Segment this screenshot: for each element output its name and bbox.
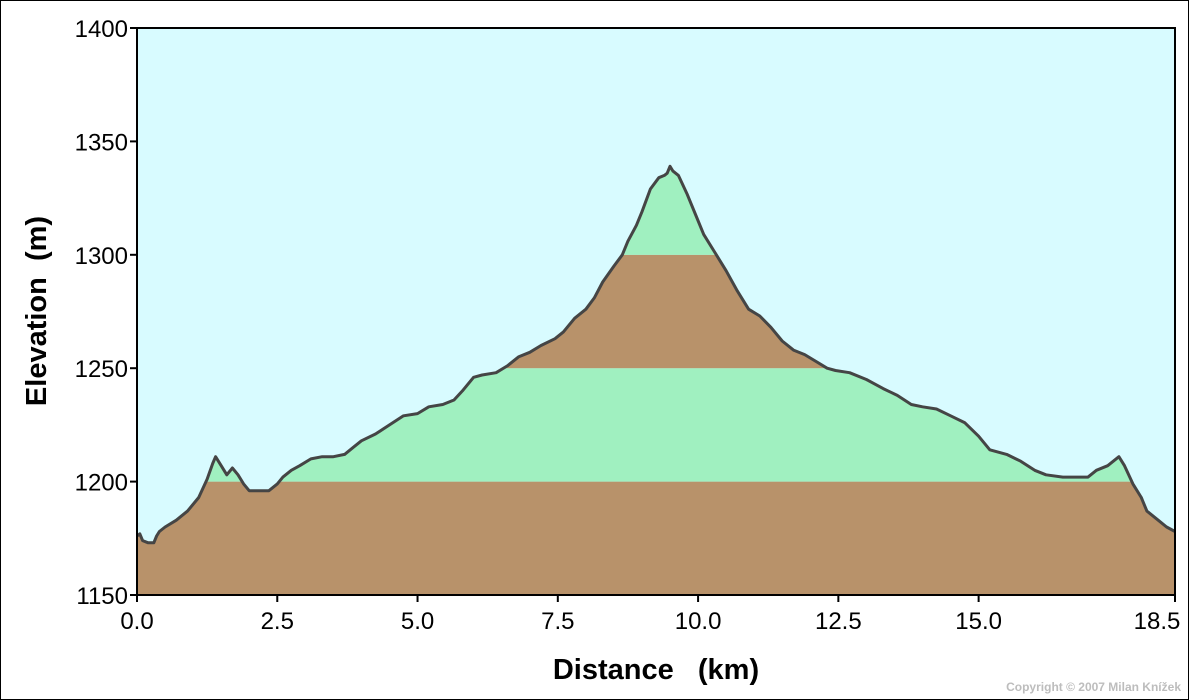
y-tick-label: 1400 [75, 16, 128, 43]
elevation-profile-line [136, 164, 1176, 545]
copyright-notice: Copyright © 2007 Milan Knížek [1006, 680, 1181, 694]
y-axis-title: Elevation (m) [21, 216, 53, 406]
x-tick-label: 0.0 [120, 608, 153, 635]
x-tick-label: 12.5 [815, 608, 862, 635]
elevation-band [137, 481, 1175, 595]
x-tick-label: 2.5 [261, 608, 294, 635]
y-tick-label: 1250 [75, 356, 128, 383]
x-axis-title: Distance (km) [553, 654, 759, 686]
y-tick-label: 1300 [75, 243, 128, 270]
x-axis-ticks: 0.0 2.5 5.0 7.5 10.0 12.5 15.0 18.5 [120, 595, 1180, 635]
y-axis-ticks: 1150 1200 1250 1300 1350 1400 [75, 16, 137, 610]
x-tick-label: 5.0 [401, 608, 434, 635]
y-tick-label: 1200 [75, 470, 128, 497]
y-tick-label: 1150 [76, 583, 128, 610]
y-tick-label: 1350 [75, 129, 128, 156]
x-tick-label: 7.5 [541, 608, 574, 635]
x-tick-label: 18.5 [1134, 608, 1181, 635]
plot-border [136, 27, 1176, 596]
x-tick-label: 15.0 [955, 608, 1002, 635]
x-tick-label: 10.0 [675, 608, 722, 635]
